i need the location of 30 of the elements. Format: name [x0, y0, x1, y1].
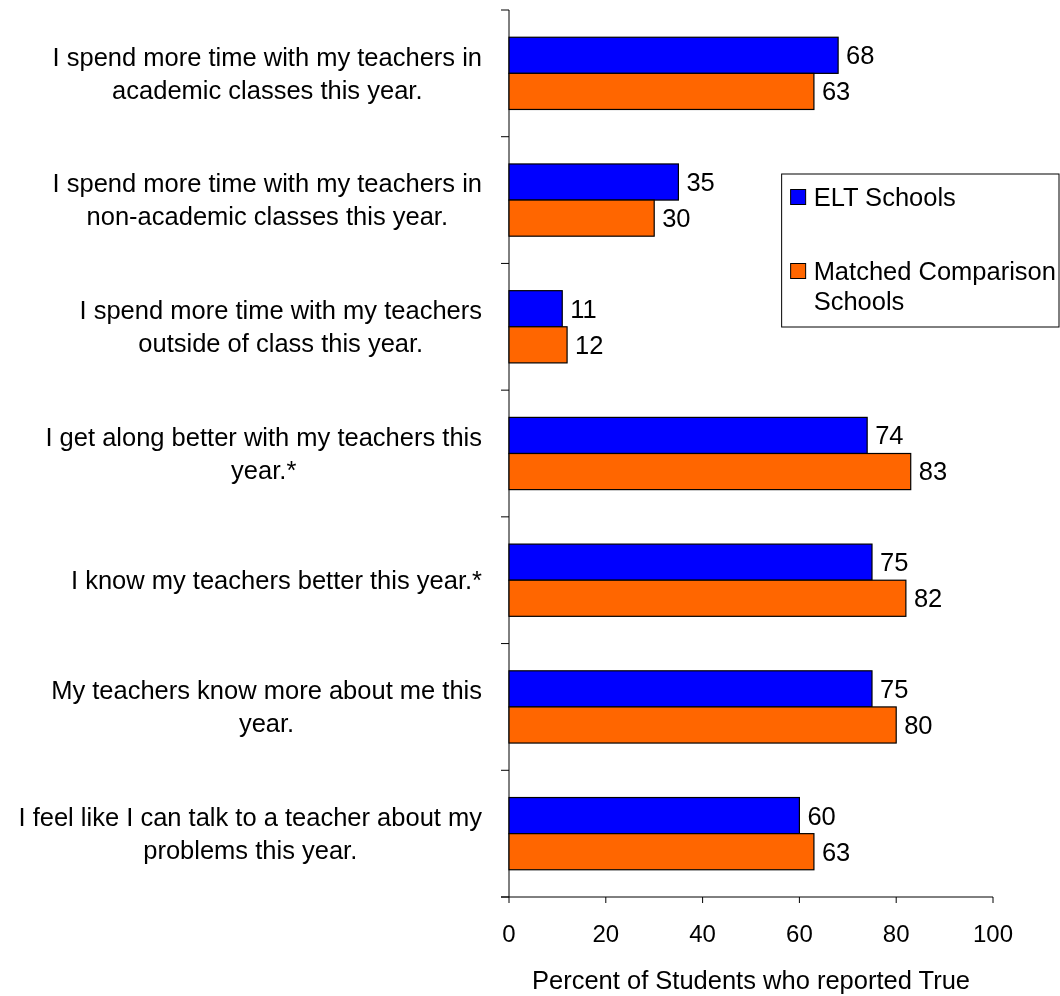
x-tick-label: 20: [592, 920, 620, 948]
data-label: 83: [918, 457, 948, 486]
y-tick-label: I spend more time with my teachers outside of class this year.: [79, 296, 482, 358]
data-label: 11: [570, 294, 597, 323]
data-label: 12: [575, 330, 604, 359]
data-label: 74: [875, 421, 904, 450]
data-label: 63: [821, 77, 851, 106]
data-label: 68: [846, 41, 875, 70]
data-label: 30: [662, 204, 691, 233]
data-label: 35: [686, 167, 715, 196]
y-tick-label: I know my teachers better this year.*: [70, 566, 483, 595]
data-label: 75: [880, 548, 909, 577]
y-tick-label: I spend more time with my teachers in non-academic classes this year.: [52, 169, 482, 231]
legend-label: Matched Comparison Schools: [813, 256, 1057, 315]
y-tick-label: My teachers know more about me this year.: [51, 676, 483, 738]
data-label: 75: [880, 674, 909, 703]
x-axis-title: Percent of Students who reported True: [531, 965, 971, 994]
data-label: 60: [807, 801, 836, 830]
y-tick-label: I spend more time with my teachers in academic classes this year.: [52, 42, 482, 104]
legend-label: ELT Schools: [813, 182, 956, 211]
data-label: 82: [913, 584, 943, 613]
data-label: 63: [821, 837, 851, 866]
data-label: 80: [904, 710, 933, 739]
x-tick-label: 60: [786, 920, 813, 948]
x-tick-label: 0: [502, 920, 516, 948]
y-tick-label: I get along better with my teachers this year.*: [45, 422, 483, 484]
x-tick-label: 40: [689, 920, 716, 948]
x-tick-label: 100: [972, 920, 1014, 948]
y-tick-label: I feel like I can talk to a teacher about my problems this year.: [18, 803, 483, 865]
x-tick-label: 80: [882, 920, 910, 948]
